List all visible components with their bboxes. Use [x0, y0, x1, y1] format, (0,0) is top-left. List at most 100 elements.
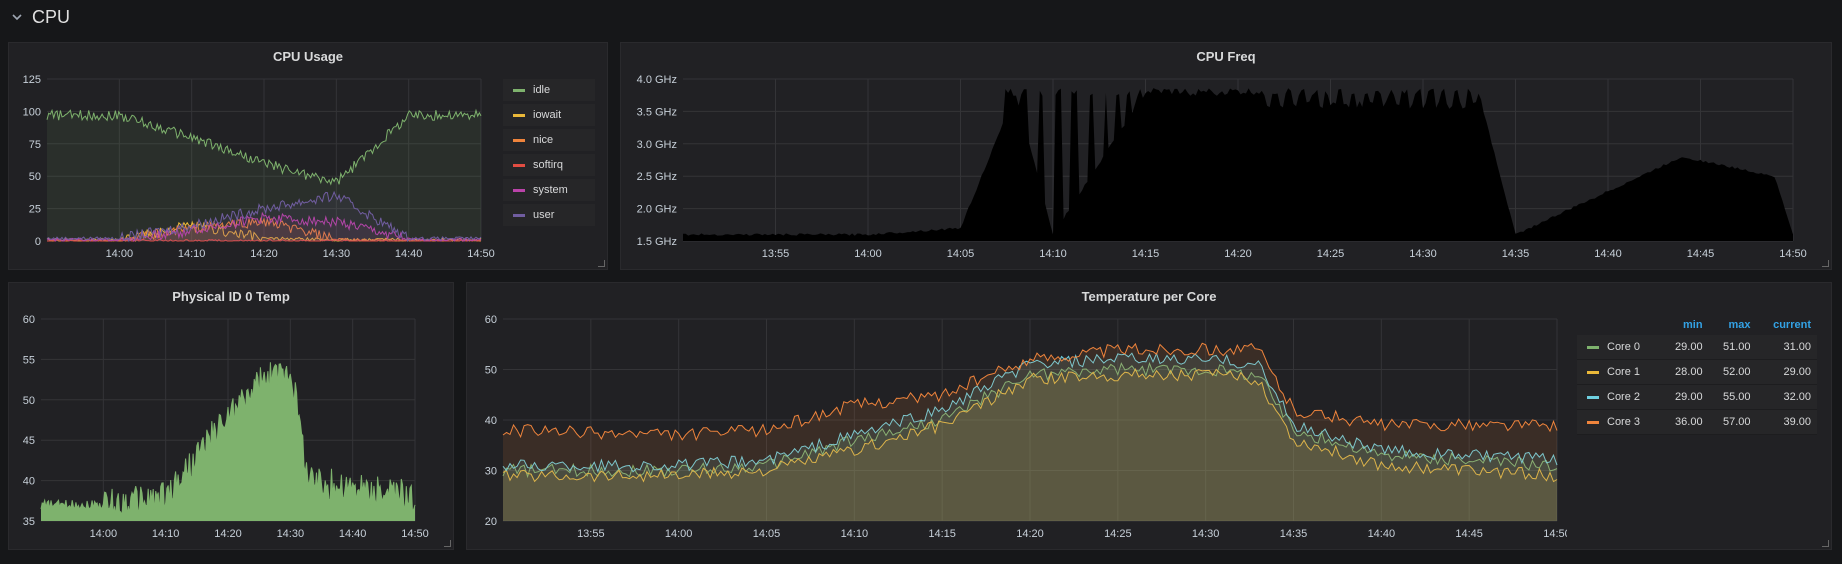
legend-label: Core 2	[1607, 391, 1641, 403]
y-tick-label: 2.0 GHz	[637, 204, 677, 216]
legend-swatch	[1587, 345, 1599, 349]
panel-cpu-usage: CPU Usage 0 25 50 75 100 125 14:00 14:10 14:20 14…	[8, 42, 608, 270]
series-line-core-2	[502, 352, 1558, 474]
legend-item-idle[interactable]: idle	[503, 79, 595, 101]
legend-series-name: Core 2	[1577, 384, 1661, 410]
y-tick-label: 3.0 GHz	[637, 139, 677, 151]
legend-swatch	[1587, 370, 1599, 374]
y-tick-label: 4.0 GHz	[637, 74, 677, 86]
legend-spacer	[1577, 315, 1661, 335]
y-tick-label: 40	[23, 476, 35, 488]
legend-value-current: 31.00	[1756, 335, 1817, 360]
legend-item-user[interactable]: user	[503, 204, 595, 226]
y-tick-label: 125	[23, 74, 41, 86]
legend-col-max[interactable]: max	[1728, 319, 1751, 331]
chevron-down-icon[interactable]	[10, 10, 24, 24]
legend-row-core-2[interactable]: Core 2 29.00 55.00 32.00	[1577, 384, 1817, 410]
x-tick-label: 14:15	[928, 528, 956, 540]
legend-item-nice[interactable]: nice	[503, 129, 595, 151]
series-area-core-0	[503, 363, 1557, 521]
cpu-usage-chart: 0 25 50 75 100 125 14:00 14:10 14:20 14:30 14:40 14…	[23, 74, 495, 260]
legend-value-current: 29.00	[1756, 359, 1817, 385]
panel-title[interactable]: Temperature per Core	[1081, 289, 1217, 304]
legend-value-min: 29.00	[1660, 335, 1709, 360]
series-area-core-1	[503, 369, 1557, 521]
legend-swatch	[513, 113, 525, 117]
x-tick-label: 14:50	[1543, 528, 1567, 540]
x-tick-label: 14:30	[1192, 528, 1220, 540]
x-tick-label: 14:40	[395, 248, 423, 260]
x-tick-label: 14:30	[277, 528, 305, 540]
y-tick-label: 35	[23, 516, 35, 528]
x-tick-label: 14:10	[841, 528, 869, 540]
legend-value-max: 52.00	[1708, 359, 1757, 385]
legend-value-min: 28.00	[1660, 359, 1709, 385]
y-tick-label: 1.5 GHz	[637, 236, 677, 248]
legend-value-min: 36.00	[1660, 409, 1709, 435]
series-area-nice	[47, 218, 481, 241]
x-tick-label: 14:20	[1016, 528, 1044, 540]
legend-series-name: Core 0	[1577, 335, 1661, 360]
y-tick-label: 50	[29, 171, 41, 183]
x-tick-label: 13:55	[577, 528, 605, 540]
legend-label: softirq	[533, 159, 563, 171]
series-line-idle	[46, 108, 482, 186]
legend-label: user	[533, 209, 555, 221]
x-tick-label: 14:35	[1280, 528, 1308, 540]
resize-handle[interactable]	[1822, 260, 1829, 267]
series-area-core-2	[503, 353, 1557, 521]
x-tick-label: 14:40	[339, 528, 367, 540]
x-tick-label: 14:10	[1039, 248, 1067, 260]
legend-item-iowait[interactable]: iowait	[503, 104, 595, 126]
series-line-core-3	[502, 342, 1558, 442]
y-tick-label: 60	[23, 314, 35, 326]
series-area-cpu_freq	[683, 88, 1793, 241]
panel-title[interactable]: CPU Usage	[272, 49, 344, 64]
series-line-nice	[47, 216, 481, 243]
panel-core-temp: Temperature per Core 20 30 40 50 60 13:55 14:0…	[466, 282, 1832, 550]
x-tick-label: 14:45	[1687, 248, 1715, 260]
legend-swatch	[1587, 395, 1599, 399]
legend-label: Core 3	[1607, 416, 1641, 428]
legend-value-min: 29.00	[1660, 384, 1709, 410]
x-tick-label: 14:00	[90, 528, 118, 540]
y-tick-label: 40	[485, 415, 497, 427]
x-tick-label: 13:55	[762, 248, 790, 260]
x-tick-label: 14:25	[1104, 528, 1132, 540]
legend-row-core-3[interactable]: Core 3 36.00 57.00 39.00	[1577, 409, 1817, 435]
series-line-phys_temp	[40, 362, 416, 517]
legend-col-min[interactable]: min	[1683, 319, 1703, 331]
legend-value-max: 55.00	[1708, 384, 1757, 410]
legend-row-core-0[interactable]: Core 0 29.00 51.00 31.00	[1577, 335, 1817, 360]
x-tick-label: 14:40	[1368, 528, 1396, 540]
legend-label: Core 0	[1607, 341, 1641, 353]
resize-handle[interactable]	[598, 260, 605, 267]
legend-label: Core 1	[1607, 366, 1641, 378]
x-tick-label: 14:20	[1224, 248, 1252, 260]
resize-handle[interactable]	[444, 540, 451, 547]
legend-item-softirq[interactable]: softirq	[503, 154, 595, 176]
y-tick-label: 25	[29, 204, 41, 216]
legend-swatch	[1587, 420, 1599, 424]
legend-value-max: 51.00	[1708, 335, 1757, 360]
resize-handle[interactable]	[1822, 540, 1829, 547]
x-tick-label: 14:50	[401, 528, 429, 540]
y-tick-label: 30	[485, 466, 497, 478]
row-title: CPU	[32, 6, 71, 27]
y-tick-label: 2.5 GHz	[637, 171, 677, 183]
legend-value-current: 39.00	[1756, 409, 1817, 435]
panel-title[interactable]: Physical ID 0 Temp	[172, 289, 290, 304]
y-tick-label: 75	[29, 139, 41, 151]
row-header-cpu[interactable]: CPU	[10, 4, 70, 30]
panel-title[interactable]: CPU Freq	[1196, 49, 1256, 64]
legend-swatch	[513, 138, 525, 142]
series-line-user	[46, 190, 482, 243]
series-area-idle	[47, 110, 481, 241]
legend-row-core-1[interactable]: Core 1 28.00 52.00 29.00	[1577, 359, 1817, 385]
legend-col-current[interactable]: current	[1773, 319, 1811, 331]
series-line-core-1	[502, 368, 1558, 483]
x-tick-label: 14:00	[854, 248, 882, 260]
series-area-phys_temp	[41, 362, 415, 521]
legend-item-system[interactable]: system	[503, 179, 595, 201]
y-tick-label: 50	[23, 395, 35, 407]
